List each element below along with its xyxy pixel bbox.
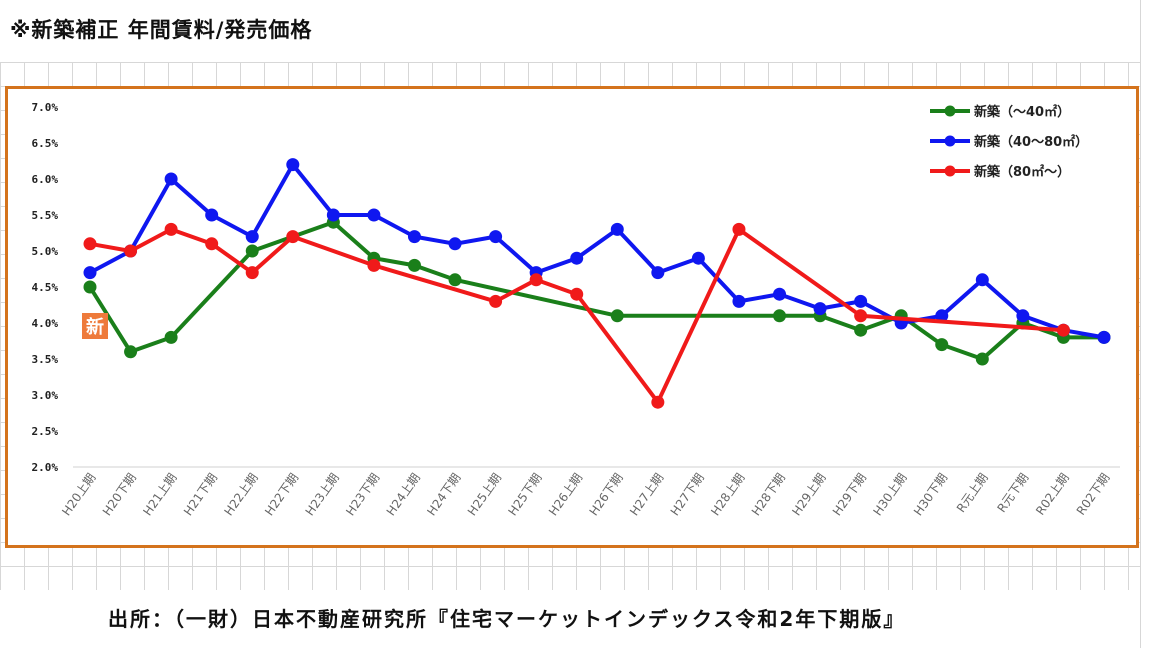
- x-tick-label: H25下期: [505, 471, 544, 519]
- series-point-2: [570, 287, 584, 301]
- line-chart: 2.0% 2.5% 3.0% 3.5% 4.0% 4.5% 5.0% 5.5% 6.0% 6.5%…: [32, 101, 1120, 519]
- series-point-1: [448, 237, 462, 251]
- series-point-1: [164, 172, 178, 186]
- x-tick-label: R元上期: [954, 471, 991, 515]
- series-point-1: [651, 266, 665, 280]
- x-tick-label: H21下期: [181, 471, 220, 519]
- series-point-1: [286, 158, 300, 172]
- series-point-1: [367, 208, 381, 222]
- y-tick-label: 2.5%: [32, 425, 59, 438]
- series-line-2: [89, 227, 1064, 405]
- series-point-0: [975, 352, 989, 366]
- series-line-1: [89, 162, 1105, 340]
- series-point-2: [367, 258, 381, 272]
- y-tick-label: 7.0%: [32, 101, 59, 114]
- y-tick-label: 2.0%: [32, 461, 59, 474]
- series-point-1: [326, 208, 340, 222]
- x-tick-label: H30下期: [911, 471, 950, 519]
- series-point-2: [124, 244, 138, 258]
- x-tick-label: H28上期: [708, 471, 747, 519]
- y-tick-label: 5.5%: [32, 209, 59, 222]
- legend-swatch-point: [944, 105, 956, 117]
- y-tick-label: 4.5%: [32, 281, 59, 294]
- series-point-0: [935, 338, 949, 352]
- series-point-1: [610, 222, 624, 236]
- y-tick-label: 5.0%: [32, 245, 59, 258]
- series-point-0: [83, 280, 97, 294]
- y-tick-label: 6.0%: [32, 173, 59, 186]
- x-tick-label: R元下期: [994, 471, 1031, 515]
- x-tick-label: H28下期: [749, 471, 788, 519]
- series-point-2: [651, 395, 665, 409]
- series-point-1: [489, 230, 503, 244]
- y-tick-label: 3.0%: [32, 389, 59, 402]
- series-point-1: [773, 287, 787, 301]
- x-tick-label: H22下期: [262, 471, 301, 519]
- series-point-0: [854, 323, 868, 337]
- series-point-2: [286, 230, 300, 244]
- series-point-1: [854, 294, 868, 308]
- x-tick-label: R02下期: [1074, 471, 1113, 518]
- series-point-2: [529, 273, 543, 287]
- x-tick-label: H29上期: [789, 471, 828, 519]
- x-tick-label: H22上期: [222, 471, 261, 519]
- x-tick-label: H27下期: [668, 471, 707, 519]
- series-point-0: [407, 258, 421, 272]
- y-tick-label: 6.5%: [32, 137, 59, 150]
- series-point-1: [407, 230, 421, 244]
- series-point-0: [448, 273, 462, 287]
- series-point-2: [489, 294, 503, 308]
- x-tick-label: H27上期: [627, 471, 666, 519]
- source-caption: 出所：（一財）日本不動産研究所『住宅マーケットインデックス令和2年下期版』: [108, 607, 906, 631]
- series-point-1: [1016, 309, 1030, 323]
- background-rule: [1140, 0, 1141, 648]
- series-point-1: [975, 273, 989, 287]
- series-point-1: [935, 309, 949, 323]
- series-point-0: [610, 309, 624, 323]
- x-tick-label: H21上期: [140, 471, 179, 519]
- page-title: ※新築補正 年間賃料/発売価格: [10, 18, 313, 42]
- x-tick-label: H29下期: [830, 471, 869, 519]
- series-point-2: [205, 237, 219, 251]
- chart-frame: 2.0% 2.5% 3.0% 3.5% 4.0% 4.5% 5.0% 5.5% 6.0% 6.5%…: [5, 86, 1139, 548]
- series-point-2: [1056, 323, 1070, 337]
- series-point-1: [1097, 330, 1111, 344]
- series-point-2: [854, 309, 868, 323]
- legend-swatch-point: [944, 135, 956, 147]
- series-point-0: [773, 309, 787, 323]
- x-tick-label: H20上期: [59, 471, 98, 519]
- series-point-1: [732, 294, 746, 308]
- series-point-2: [245, 266, 259, 280]
- series-point-1: [813, 302, 827, 316]
- series-point-0: [164, 330, 178, 344]
- x-tick-label: H23上期: [303, 471, 342, 519]
- series-point-1: [570, 251, 584, 265]
- x-tick-label: H26上期: [546, 471, 585, 519]
- series-point-2: [732, 222, 746, 236]
- legend-swatch-point: [944, 165, 956, 177]
- series-point-1: [691, 251, 705, 265]
- x-tick-label: H20下期: [100, 471, 139, 519]
- x-tick-label: H26下期: [587, 471, 626, 519]
- y-tick-label: 4.0%: [32, 317, 59, 330]
- x-tick-label: H25上期: [465, 471, 504, 519]
- x-tick-label: H23下期: [343, 471, 382, 519]
- x-tick-label: H24下期: [424, 471, 463, 519]
- x-tick-label: H30上期: [870, 471, 909, 519]
- y-tick-label: 3.5%: [32, 353, 59, 366]
- series-point-0: [245, 244, 259, 258]
- series-point-1: [245, 230, 259, 244]
- series-point-0: [124, 345, 138, 359]
- legend-label: 新築（80㎡～）: [974, 164, 1070, 180]
- x-tick-label: R02上期: [1033, 471, 1072, 518]
- new-badge: 新: [82, 313, 108, 339]
- series-point-2: [164, 222, 178, 236]
- series-point-2: [83, 237, 97, 251]
- x-tick-label: H24上期: [384, 471, 423, 519]
- series-point-1: [83, 266, 97, 280]
- legend-label: 新築（40～80㎡）: [974, 134, 1088, 150]
- legend-label: 新築（～40㎡）: [974, 104, 1070, 120]
- series-point-1: [205, 208, 219, 222]
